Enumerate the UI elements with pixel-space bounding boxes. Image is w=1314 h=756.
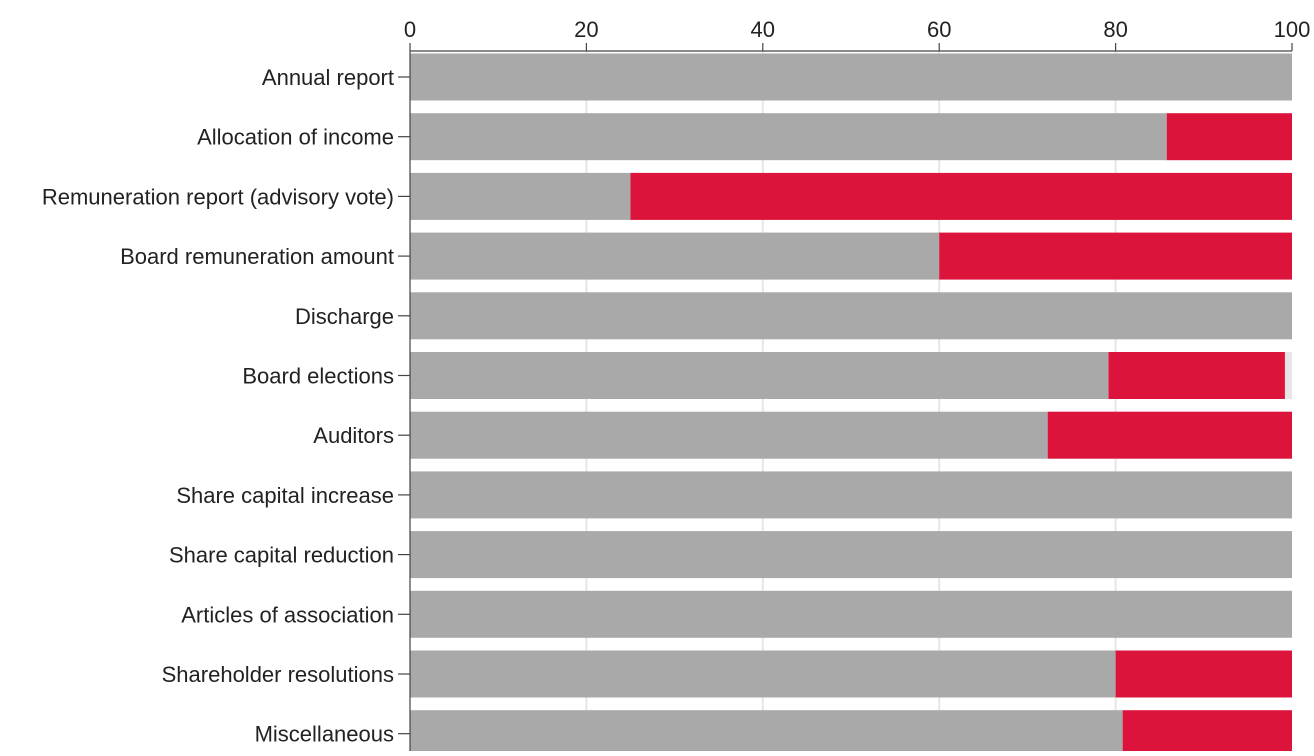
bar-segment-0 <box>410 650 1116 698</box>
bar-segment-1 <box>1108 352 1285 399</box>
bars <box>410 53 1292 756</box>
category-label: Share capital increase <box>176 483 394 508</box>
category-label: Shareholder resolutions <box>162 662 394 687</box>
bar-segment-0 <box>410 710 1123 756</box>
bar-segment-0 <box>410 53 1292 101</box>
category-label: Board remuneration amount <box>120 244 394 269</box>
category-label: Share capital reduction <box>169 543 394 568</box>
category-label: Miscellaneous <box>255 722 394 747</box>
bar-segment-1 <box>939 232 1292 280</box>
bar-segment-1 <box>1115 650 1292 698</box>
bar-segment-0 <box>410 352 1109 399</box>
category-label: Remuneration report (advisory vote) <box>42 184 394 209</box>
bar-segment-0 <box>410 292 1292 340</box>
bar-segment-0 <box>410 590 1292 638</box>
bar-segment-0 <box>410 172 631 220</box>
bar-segment-1 <box>630 172 1292 220</box>
bar-segment-0 <box>410 113 1167 161</box>
bar-segment-1 <box>1166 113 1292 161</box>
x-tick-label: 20 <box>574 17 598 42</box>
bar-segment-0 <box>410 411 1048 459</box>
category-label: Auditors <box>313 423 394 448</box>
x-tick-label: 0 <box>404 17 416 42</box>
bar-segment-1 <box>1122 710 1292 756</box>
category-label: Allocation of income <box>197 125 394 150</box>
bar-segment-0 <box>410 531 1292 579</box>
category-label: Annual report <box>262 65 394 90</box>
x-tick-label: 100 <box>1274 17 1311 42</box>
x-tick-label: 60 <box>927 17 951 42</box>
x-tick-label: 40 <box>751 17 775 42</box>
category-label: Articles of association <box>181 602 394 627</box>
category-label: Board elections <box>242 364 394 389</box>
bar-segment-1 <box>1047 411 1292 459</box>
bar-segment-0 <box>410 232 940 280</box>
x-tick-label: 80 <box>1103 17 1127 42</box>
bar-segment-2 <box>1284 352 1292 399</box>
bar-segment-0 <box>410 471 1292 519</box>
axes: 0 20 40 60 80 100 Annual report Allocation of i… <box>42 17 1311 751</box>
category-label: Discharge <box>295 304 394 329</box>
